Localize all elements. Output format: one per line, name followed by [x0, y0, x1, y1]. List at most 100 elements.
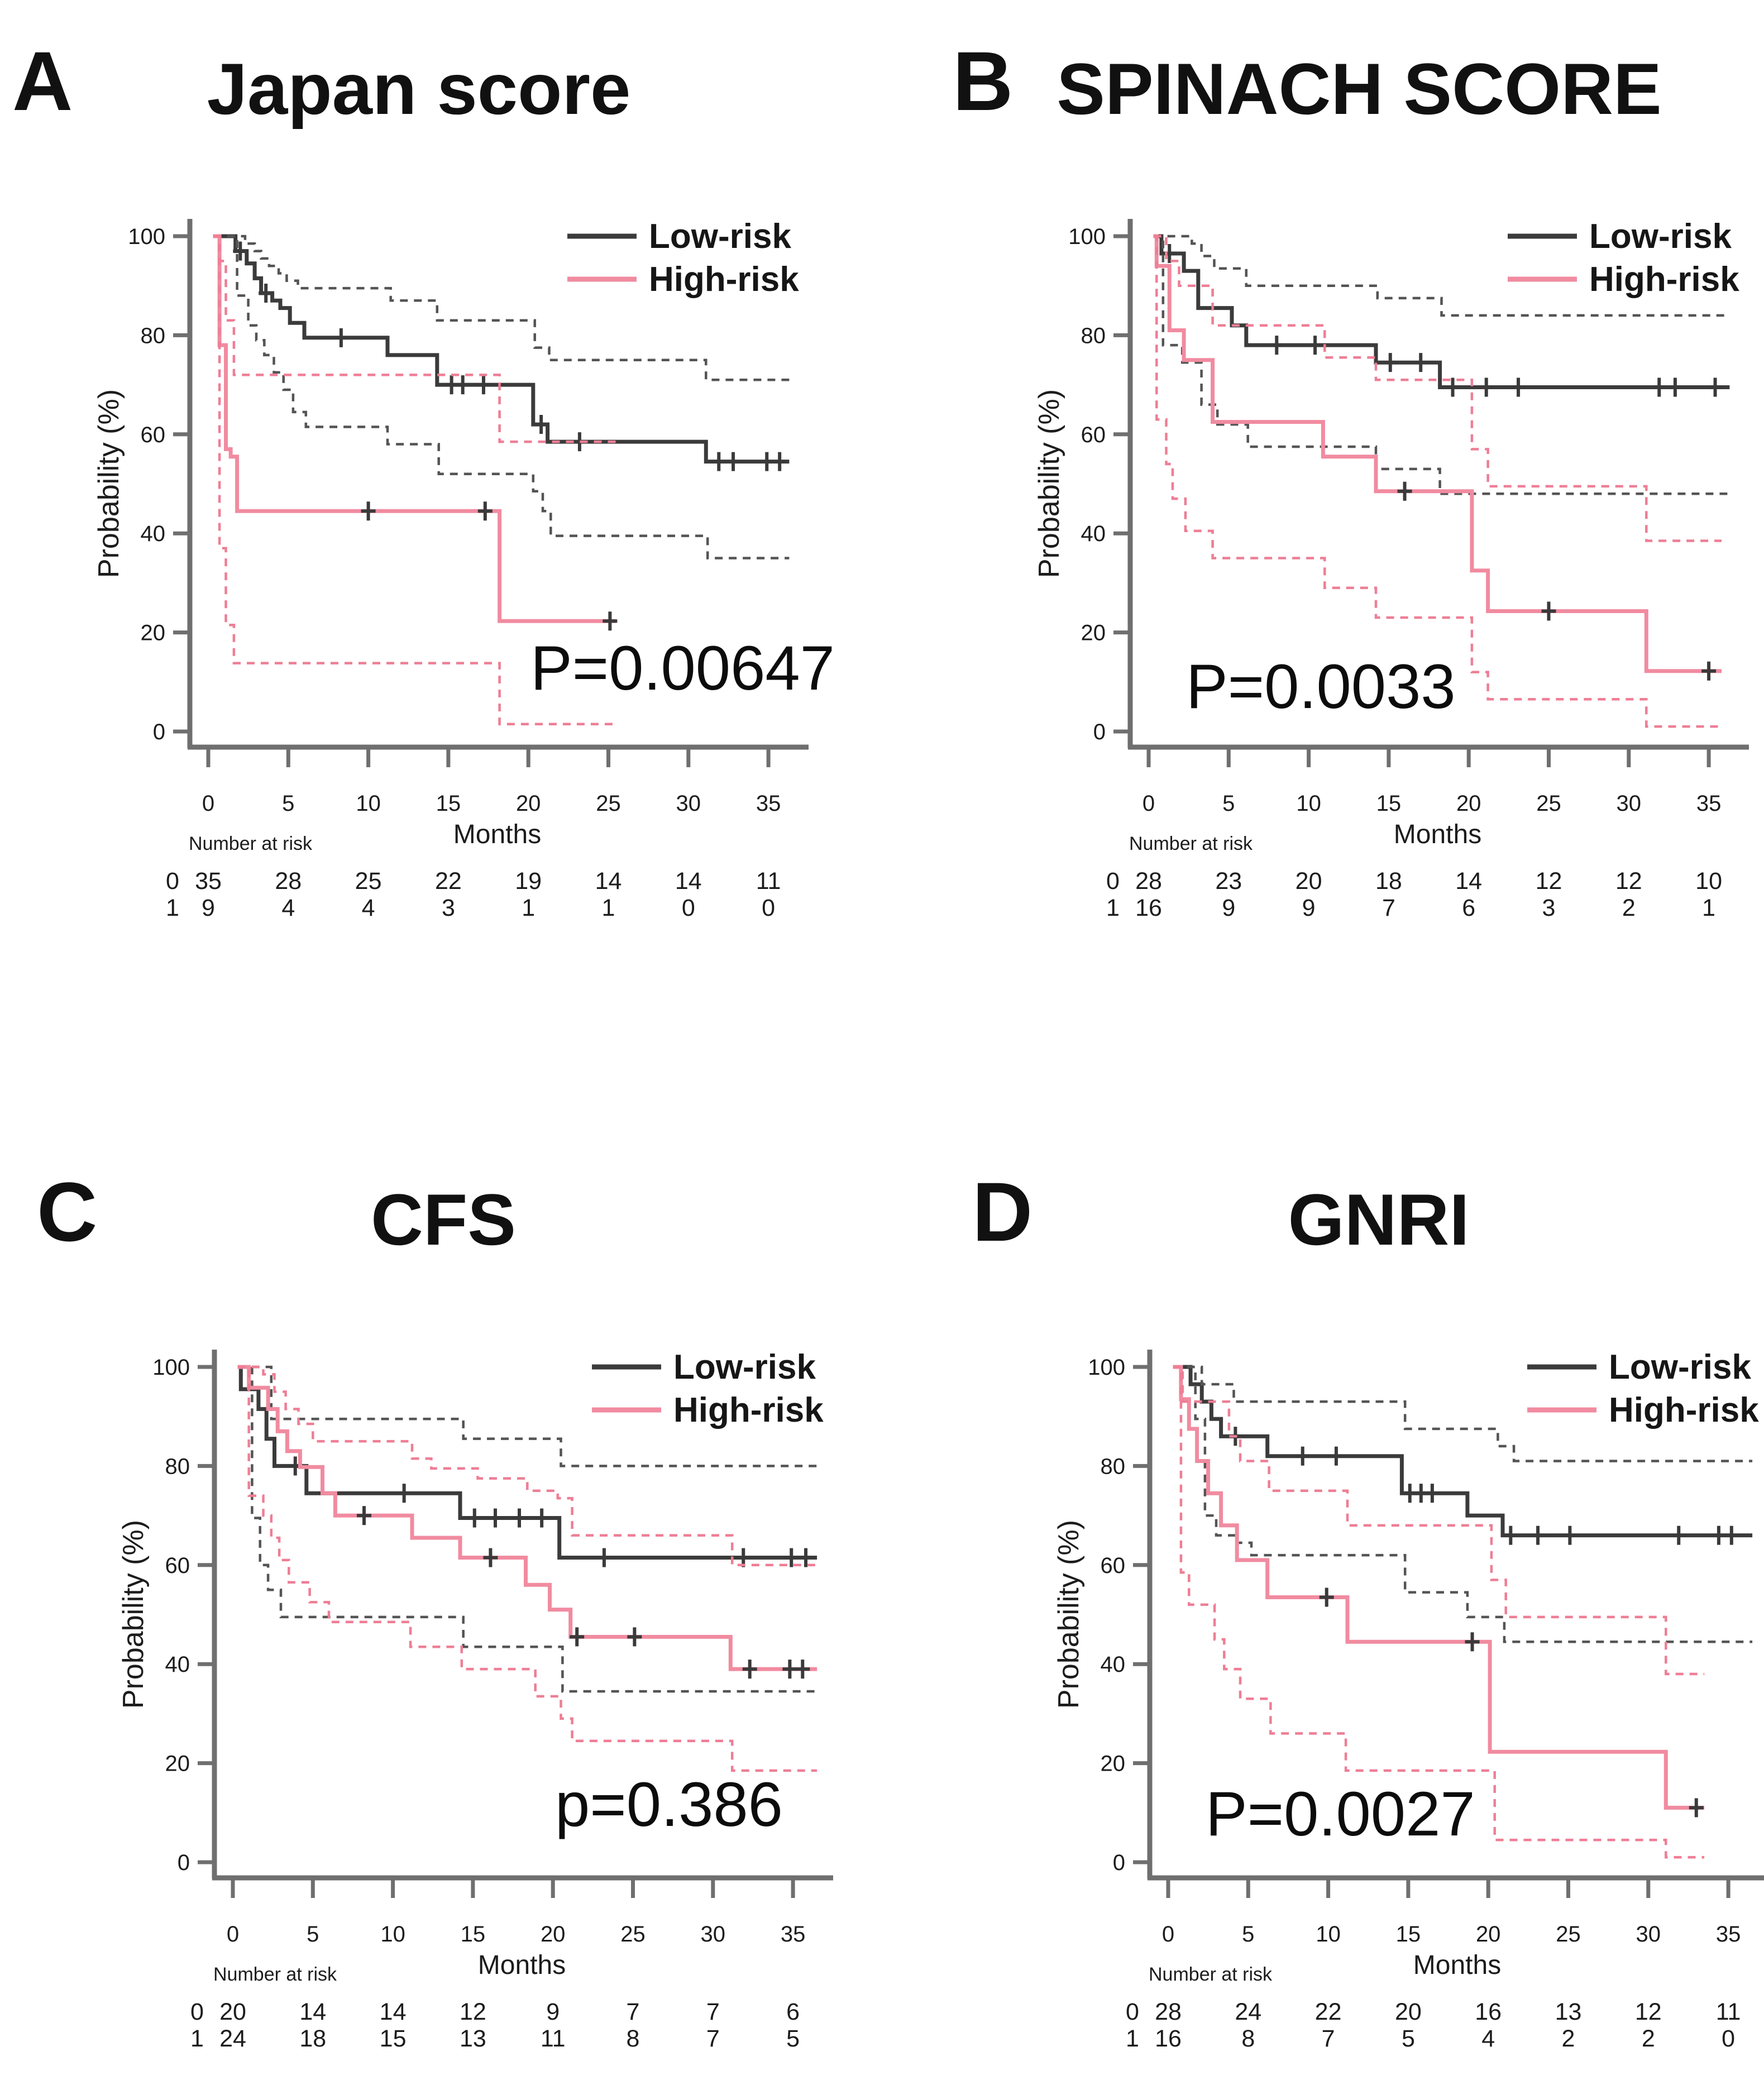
x-tick-label: 10: [356, 791, 381, 816]
risk-count: 12: [1536, 868, 1562, 895]
x-axis-title: Months: [478, 1950, 566, 1980]
risk-count: 24: [219, 2025, 246, 2052]
x-tick-label: 30: [1636, 1922, 1661, 1947]
risk-group-label: 0: [166, 868, 179, 895]
x-tick-label: 15: [1376, 791, 1402, 816]
risk-count: 5: [786, 2025, 800, 2052]
risk-count: 14: [1455, 868, 1482, 895]
y-tick-label: 20: [165, 1752, 190, 1776]
km-chart-cfs: 0 5 10 15 20 25 30 35020406080100MonthsProbabil…: [117, 1348, 833, 2052]
legend-label: Low-risk: [1609, 1348, 1751, 1386]
x-tick-label: 25: [596, 791, 621, 816]
risk-group-label: 1: [1106, 895, 1120, 921]
km-curve-ci: [1173, 1365, 1705, 1859]
risk-count: 0: [682, 895, 695, 921]
risk-count: 18: [1375, 868, 1402, 895]
x-tick-label: 35: [1716, 1922, 1741, 1947]
y-tick-label: 0: [153, 720, 165, 744]
km-curve-high-risk: [237, 1365, 818, 1671]
x-tick-label: 35: [781, 1922, 806, 1947]
risk-count: 28: [275, 868, 302, 895]
panel-title-spinach-score: SPINACH SCORE: [1057, 48, 1662, 130]
risk-count: 4: [362, 895, 375, 921]
x-tick-label: 30: [1617, 791, 1642, 816]
x-tick-label: 20: [516, 791, 541, 816]
risk-count: 7: [1382, 895, 1395, 921]
km-curve-ci: [213, 235, 616, 725]
y-tick-label: 0: [1093, 720, 1106, 744]
risk-count: 7: [706, 2025, 720, 2052]
risk-count: 9: [1222, 895, 1235, 921]
km-curve-low-risk: [1173, 1365, 1753, 1538]
y-axis-title: Probability (%): [1053, 1520, 1085, 1709]
risk-group-label: 1: [190, 2025, 204, 2052]
risk-group-label: 0: [1106, 868, 1120, 895]
km-curve-ci: [213, 235, 790, 381]
x-tick-label: 35: [756, 791, 781, 816]
risk-count: 4: [1481, 2025, 1495, 2052]
risk-count: 16: [1475, 1998, 1502, 2025]
x-tick-label: 25: [1556, 1922, 1581, 1947]
number-at-risk-label: Number at risk: [1129, 833, 1253, 854]
y-tick-label: 20: [1081, 621, 1106, 645]
x-tick-label: 10: [1316, 1922, 1341, 1947]
y-tick-label: 100: [1088, 1355, 1125, 1380]
risk-count: 9: [546, 1998, 560, 2025]
panel-title-gnri: GNRI: [1288, 1179, 1470, 1260]
risk-count: 28: [1155, 1998, 1182, 2025]
risk-count: 0: [762, 895, 775, 921]
risk-count: 8: [627, 2025, 640, 2052]
x-axis-title: Months: [453, 820, 541, 849]
risk-group-label: 0: [190, 1998, 204, 2025]
x-tick-label: 15: [461, 1922, 486, 1947]
x-tick-label: 15: [436, 791, 461, 816]
km-chart-gnri: 0 5 10 15 20 25 30 35020406080100MonthsProbabil…: [1053, 1348, 1764, 2052]
risk-count: 9: [202, 895, 215, 921]
x-tick-label: 5: [1242, 1922, 1254, 1947]
number-at-risk-label: Number at risk: [189, 833, 313, 854]
risk-count: 13: [1555, 1998, 1582, 2025]
risk-count: 1: [602, 895, 615, 921]
panel-letter-c: C: [37, 1165, 97, 1259]
x-tick-label: 5: [1222, 791, 1235, 816]
y-tick-label: 80: [165, 1454, 190, 1479]
risk-count: 14: [299, 1998, 326, 2025]
risk-count: 6: [1462, 895, 1475, 921]
x-tick-label: 30: [701, 1922, 726, 1947]
risk-count: 13: [460, 2025, 486, 2052]
x-tick-label: 0: [202, 791, 214, 816]
km-curve-high-risk: [1153, 234, 1722, 673]
y-tick-label: 60: [1101, 1553, 1126, 1578]
panel-letter-d: D: [972, 1165, 1032, 1259]
risk-count: 7: [627, 1998, 640, 2025]
x-tick-label: 10: [1296, 791, 1321, 816]
x-tick-label: 0: [1162, 1922, 1174, 1947]
risk-count: 7: [706, 1998, 720, 2025]
km-curve-high-risk: [1173, 1365, 1705, 1810]
risk-count: 2: [1562, 2025, 1575, 2052]
risk-count: 20: [1395, 1998, 1422, 2025]
x-tick-label: 0: [227, 1922, 239, 1947]
panel-title-japan-score: Japan score: [207, 48, 631, 130]
x-tick-label: 35: [1696, 791, 1722, 816]
y-tick-label: 40: [1101, 1652, 1126, 1677]
km-curve-ci: [1153, 235, 1722, 542]
km-curve-ci: [237, 1365, 818, 1772]
y-tick-label: 20: [1101, 1752, 1126, 1776]
risk-count: 3: [442, 895, 455, 921]
risk-count: 12: [1615, 868, 1642, 895]
p-value-label: P=0.0033: [1186, 652, 1456, 721]
risk-count: 16: [1135, 895, 1162, 921]
panel-letter-b: B: [953, 34, 1013, 128]
risk-count: 1: [1702, 895, 1715, 921]
risk-count: 1: [522, 895, 535, 921]
x-tick-label: 25: [1536, 791, 1561, 816]
risk-count: 10: [1695, 868, 1722, 895]
risk-group-label: 1: [1126, 2025, 1139, 2052]
risk-count: 23: [1215, 868, 1242, 895]
panel-letter-a: A: [12, 34, 73, 128]
p-value-label: P=0.0027: [1206, 1779, 1475, 1849]
y-tick-label: 40: [141, 522, 166, 546]
risk-count: 12: [460, 1998, 486, 2025]
km-chart-japan-score: 0 5 10 15 20 25 30 35020406080100MonthsProbabil…: [93, 217, 835, 921]
